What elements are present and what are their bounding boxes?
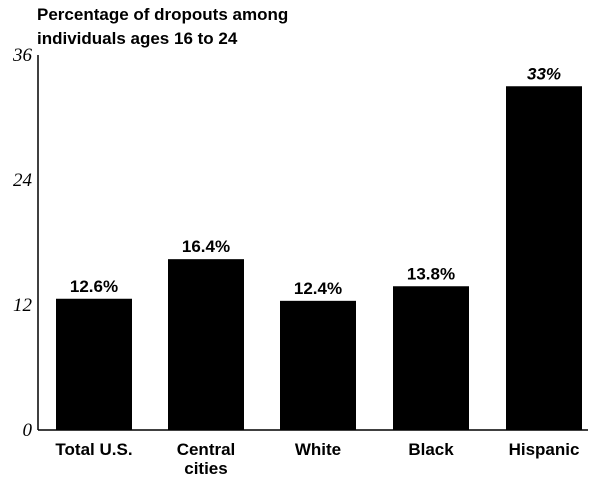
chart-title-line-1: Percentage of dropouts among [37, 5, 288, 24]
bars-group [56, 86, 582, 430]
y-tick-label: 0 [23, 420, 33, 441]
category-label: White [295, 440, 341, 459]
data-label: 33% [527, 64, 561, 83]
y-tick-label: 24 [13, 170, 33, 191]
data-labels-group: 12.6% 16.4% 12.4% 13.8% 33% [70, 64, 561, 298]
chart-title-line-2: individuals ages 16 to 24 [37, 29, 238, 48]
bar [168, 259, 244, 430]
category-label: Black [408, 440, 454, 459]
bar [280, 300, 356, 430]
data-label: 16.4% [182, 237, 230, 256]
y-tick-label: 36 [12, 45, 33, 66]
bar [56, 298, 132, 430]
category-label: Hispanic [509, 440, 580, 459]
data-label: 13.8% [407, 264, 455, 283]
data-label: 12.4% [294, 279, 342, 298]
category-label: Total U.S. [55, 440, 132, 459]
category-label: cities [184, 459, 227, 478]
bar [393, 286, 469, 430]
category-label: Central [177, 440, 236, 459]
y-tick-label: 12 [13, 295, 33, 316]
y-axis-ticks: 0 12 24 36 [12, 45, 33, 441]
bar [506, 86, 582, 430]
data-label: 12.6% [70, 277, 118, 296]
